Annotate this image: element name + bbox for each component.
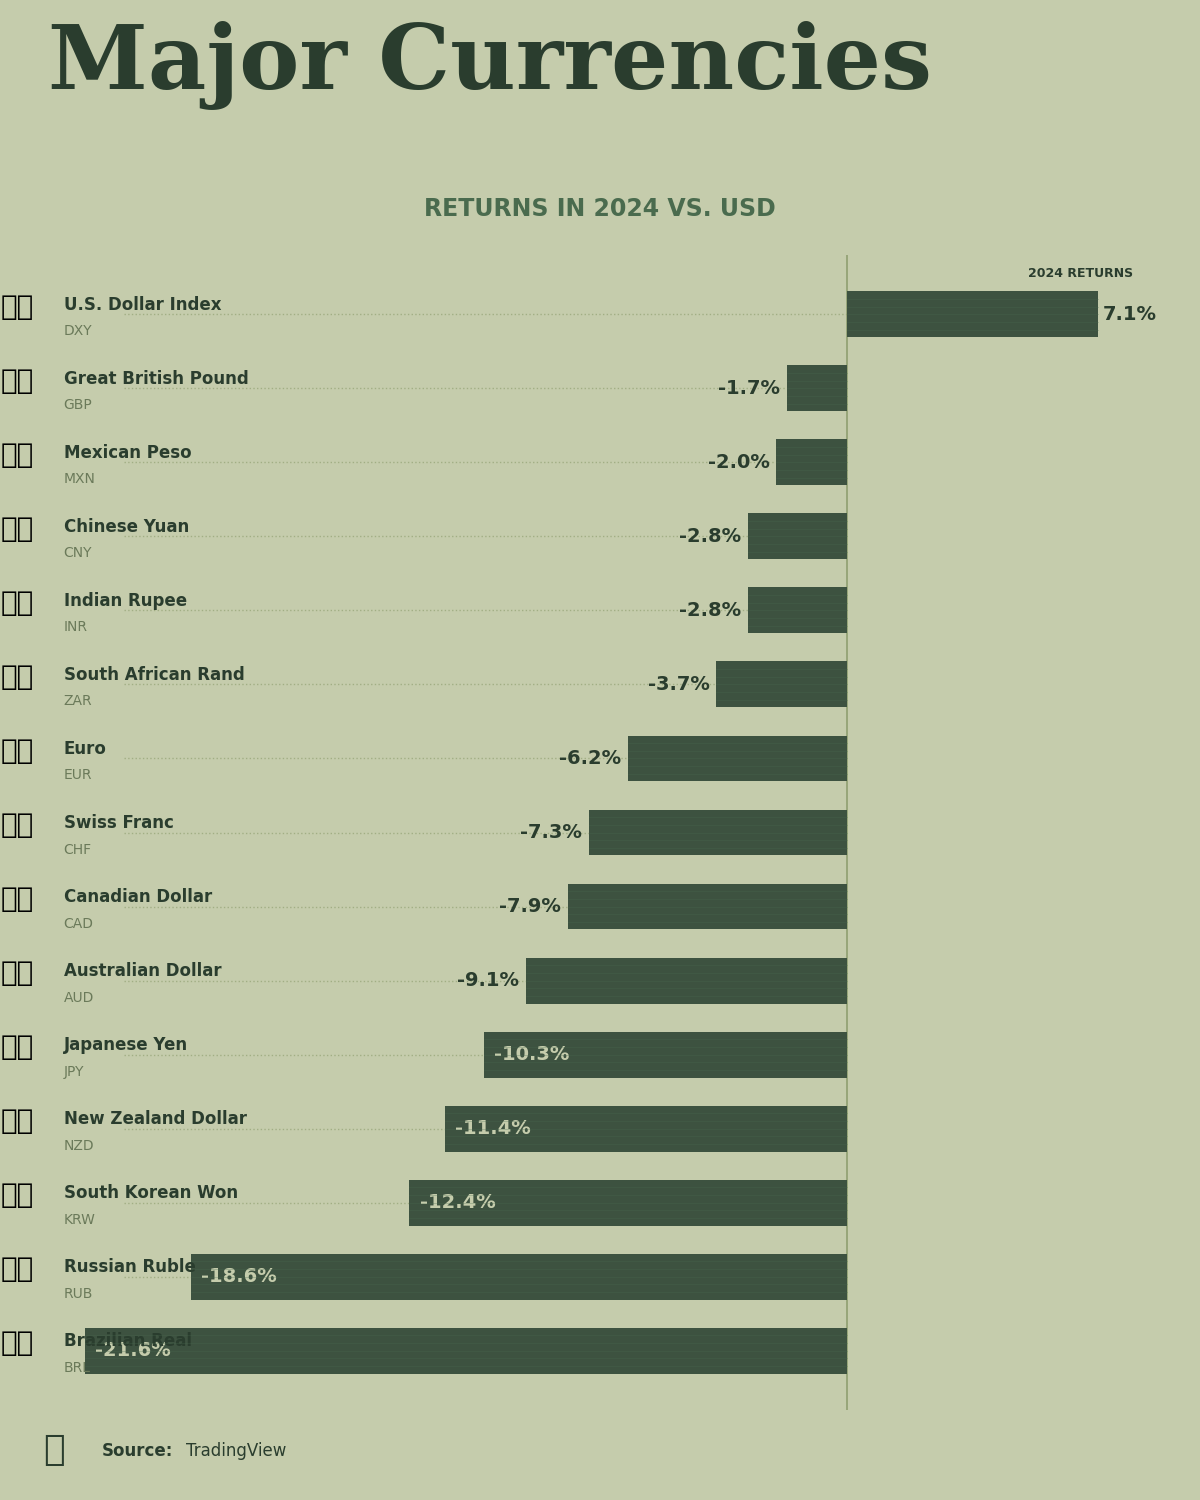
Text: U.S. Dollar Index: U.S. Dollar Index — [64, 296, 221, 314]
Text: -7.3%: -7.3% — [521, 824, 582, 842]
Bar — [526, 957, 847, 1004]
Text: 🇿🇦: 🇿🇦 — [1, 663, 35, 692]
Text: Euro: Euro — [64, 740, 107, 758]
Bar — [629, 735, 847, 782]
Text: 🇨🇦: 🇨🇦 — [1, 885, 35, 914]
Bar — [776, 440, 847, 486]
Bar — [749, 588, 847, 633]
Text: Great British Pound: Great British Pound — [64, 369, 248, 387]
Text: JPY: JPY — [64, 1065, 84, 1078]
Text: EUR: EUR — [64, 768, 92, 783]
Text: 🇬🇧: 🇬🇧 — [1, 368, 35, 394]
Text: KRW: KRW — [64, 1212, 96, 1227]
Text: Japanese Yen: Japanese Yen — [64, 1036, 187, 1054]
Text: TradingView: TradingView — [186, 1442, 287, 1460]
Text: -1.7%: -1.7% — [718, 380, 780, 398]
Text: 🇨🇳: 🇨🇳 — [1, 514, 35, 543]
Text: ZAR: ZAR — [64, 694, 92, 708]
Text: RETURNS IN 2024 VS. USD: RETURNS IN 2024 VS. USD — [424, 196, 776, 220]
Bar — [409, 1179, 847, 1225]
Text: NZD: NZD — [64, 1138, 94, 1152]
Text: 🇺🇸: 🇺🇸 — [1, 292, 35, 321]
Text: 🇲🇽: 🇲🇽 — [1, 441, 35, 470]
Text: Indian Rupee: Indian Rupee — [64, 592, 187, 610]
Text: -6.2%: -6.2% — [559, 748, 622, 768]
Text: -21.6%: -21.6% — [95, 1341, 172, 1360]
Text: -2.8%: -2.8% — [679, 602, 742, 619]
Text: -2.8%: -2.8% — [679, 526, 742, 546]
Text: BRL: BRL — [64, 1360, 90, 1376]
Bar — [589, 810, 847, 855]
Text: 🇰🇷: 🇰🇷 — [1, 1182, 35, 1209]
Text: Chinese Yuan: Chinese Yuan — [64, 518, 188, 536]
Text: 🇪🇺: 🇪🇺 — [1, 736, 35, 765]
Bar — [847, 291, 1098, 338]
Text: 2024 RETURNS: 2024 RETURNS — [1028, 267, 1133, 280]
Text: 🇦🇺: 🇦🇺 — [1, 958, 35, 987]
Text: -11.4%: -11.4% — [455, 1119, 532, 1138]
Bar — [191, 1254, 847, 1299]
Text: INR: INR — [64, 621, 88, 634]
Bar — [749, 513, 847, 560]
Text: MXN: MXN — [64, 472, 96, 486]
Text: -9.1%: -9.1% — [457, 970, 518, 990]
Text: Major Currencies: Major Currencies — [48, 21, 932, 110]
Bar — [716, 662, 847, 708]
Text: 🇳🇿: 🇳🇿 — [1, 1107, 35, 1136]
Text: Swiss Franc: Swiss Franc — [64, 815, 174, 833]
Text: Australian Dollar: Australian Dollar — [64, 962, 221, 980]
Text: South Korean Won: South Korean Won — [64, 1184, 238, 1202]
Bar — [445, 1106, 847, 1152]
Bar — [85, 1328, 847, 1374]
Text: AUD: AUD — [64, 990, 94, 1005]
Text: -10.3%: -10.3% — [494, 1046, 570, 1064]
Text: CHF: CHF — [64, 843, 91, 856]
Text: -3.7%: -3.7% — [648, 675, 709, 694]
Text: -12.4%: -12.4% — [420, 1192, 496, 1212]
Text: Mexican Peso: Mexican Peso — [64, 444, 191, 462]
Text: 🇧🇷: 🇧🇷 — [1, 1329, 35, 1358]
Text: Source:: Source: — [102, 1442, 173, 1460]
Text: -18.6%: -18.6% — [202, 1268, 277, 1286]
Bar — [484, 1032, 847, 1077]
Text: Canadian Dollar: Canadian Dollar — [64, 888, 211, 906]
Text: -7.9%: -7.9% — [499, 897, 562, 916]
Text: Russian Ruble: Russian Ruble — [64, 1258, 196, 1276]
Text: 7.1%: 7.1% — [1103, 304, 1157, 324]
Text: CNY: CNY — [64, 546, 92, 561]
Text: -2.0%: -2.0% — [708, 453, 769, 472]
Text: CAD: CAD — [64, 916, 94, 930]
Text: South African Rand: South African Rand — [64, 666, 245, 684]
Bar — [569, 884, 847, 930]
Text: 🇨🇭: 🇨🇭 — [1, 812, 35, 838]
Text: 🇯🇵: 🇯🇵 — [1, 1034, 35, 1060]
Bar — [787, 366, 847, 411]
Text: 🦹: 🦹 — [43, 1434, 65, 1467]
Text: Brazilian Real: Brazilian Real — [64, 1332, 192, 1350]
Text: DXY: DXY — [64, 324, 92, 339]
Text: 🇮🇳: 🇮🇳 — [1, 590, 35, 616]
Text: RUB: RUB — [64, 1287, 92, 1300]
Text: GBP: GBP — [64, 399, 92, 412]
Text: 🇷🇺: 🇷🇺 — [1, 1256, 35, 1284]
Text: New Zealand Dollar: New Zealand Dollar — [64, 1110, 246, 1128]
